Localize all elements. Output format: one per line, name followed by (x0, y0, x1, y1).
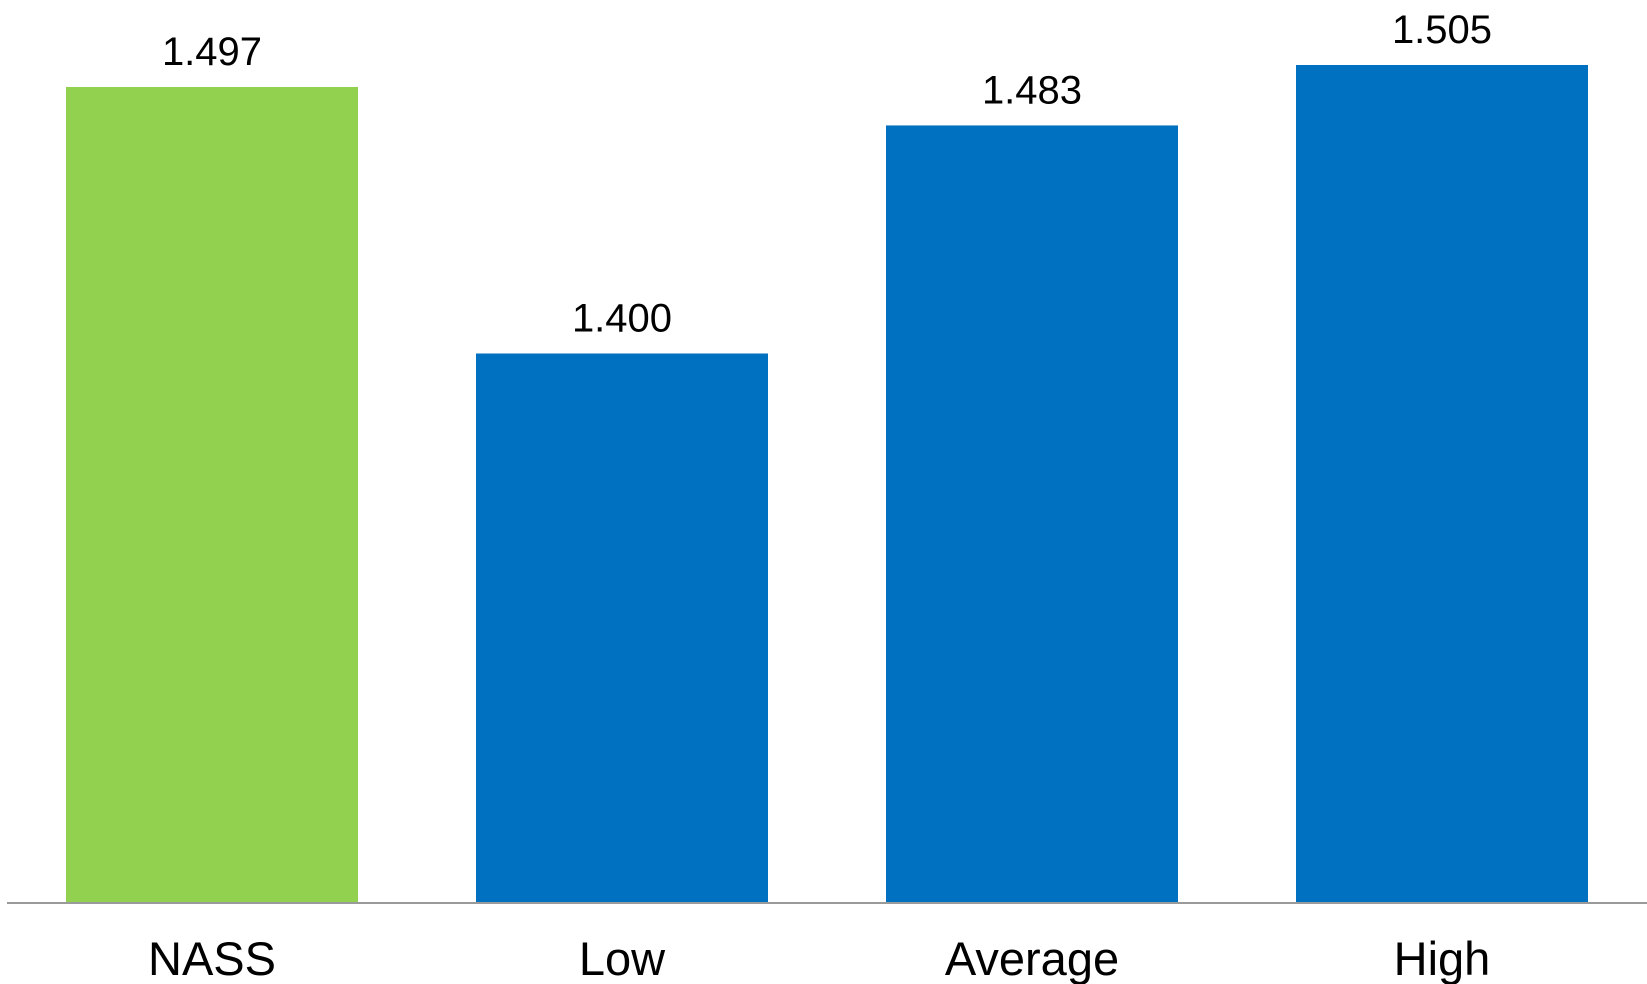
category-label-low: Low (579, 932, 666, 984)
value-label-nass: 1.497 (162, 30, 262, 74)
bar-high (1296, 65, 1588, 903)
bar-nass (66, 86, 358, 903)
category-labels-group: NASS Low Average High (148, 932, 1490, 984)
category-label-average: Average (945, 932, 1119, 984)
value-label-average: 1.483 (982, 68, 1082, 112)
category-label-high: High (1394, 932, 1491, 984)
value-label-low: 1.400 (572, 296, 672, 340)
bar-average (886, 125, 1178, 903)
category-label-nass: NASS (148, 932, 276, 984)
value-label-high: 1.505 (1392, 8, 1492, 52)
bar-low (476, 353, 768, 903)
value-labels-group: 1.497 1.400 1.483 1.505 (162, 8, 1492, 340)
bars-group (66, 65, 1588, 903)
